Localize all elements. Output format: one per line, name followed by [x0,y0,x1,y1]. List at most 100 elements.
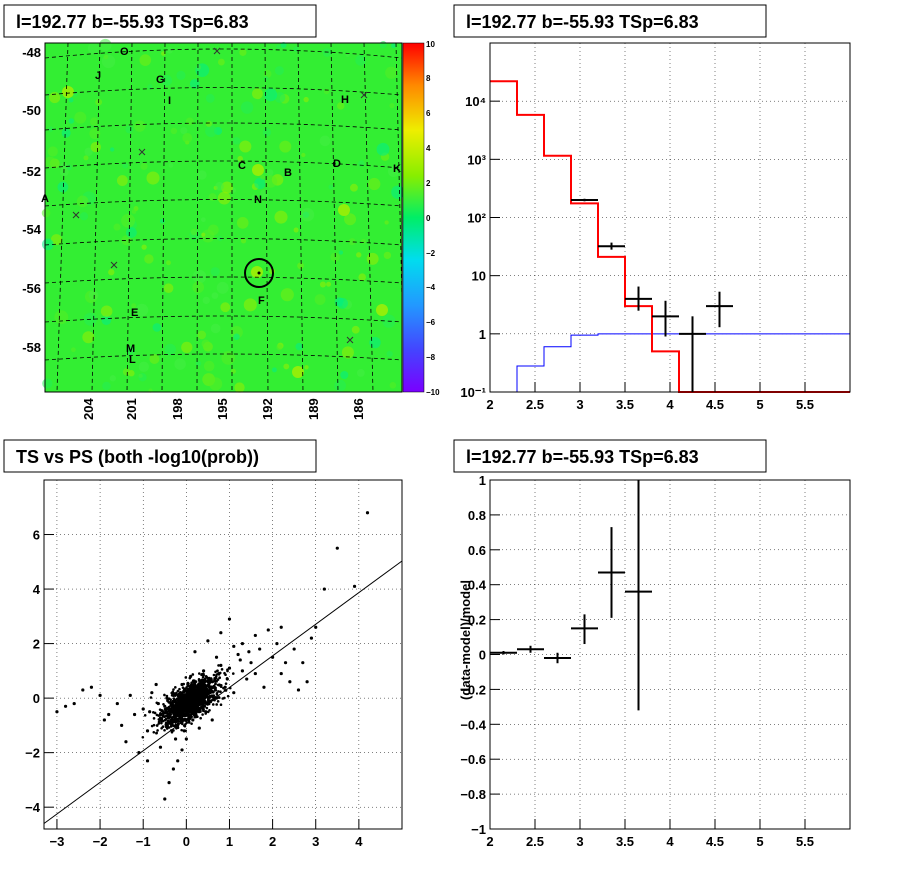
spectrum-data-point [598,242,625,250]
scatter-point [166,725,169,728]
scatter-point [172,724,176,728]
scatter-point [98,693,102,697]
skymap-texture-spot [166,260,171,266]
source-label-m: M [126,343,135,355]
scatter-point [192,685,195,689]
scatter-point [176,709,180,712]
scatter-point [115,701,119,706]
spectrum-ytick: 10⁴ [465,94,486,109]
source-label-c: C [238,160,246,172]
skymap-texture-spot [195,360,202,367]
scatter-ytick: −4 [25,800,41,815]
skymap-texture-spot [262,128,272,137]
scatter-point [175,717,179,721]
scatter-point [178,710,182,714]
scatter-point [184,737,188,741]
scatter-point [156,729,159,732]
skymap-grid [44,42,403,393]
scatter-point [169,724,173,728]
skymap-texture-spot [100,305,113,317]
skymap-texture-spot [341,346,354,359]
scatter-point [201,713,204,716]
skymap-texture-spot [144,254,154,264]
scatter-point [163,704,167,708]
scatter-point [160,727,163,730]
scatter-point [172,697,176,700]
spectrum-xtick: 4.5 [706,397,724,412]
skymap-texture-spot [131,209,137,214]
skymap-texture-spot [254,177,266,190]
scatter-point [208,681,212,685]
skymap-texture-spot [368,177,381,191]
residual-ytick: 0.4 [468,578,487,593]
skymap-texture-spot [49,92,61,104]
skymap-hot-spot [252,164,264,176]
skymap-texture-spot [139,54,152,66]
scatter-point [178,687,181,691]
skymap-texture-spot [168,163,174,168]
residual-ytick: −0.2 [460,682,486,697]
scatter-point [283,661,288,665]
colorbar-tick: 10 [426,40,435,49]
scatter-point [365,511,370,515]
scatter-point [193,681,196,685]
scatter-point [217,696,221,699]
scatter-point [128,693,132,697]
scatter-point [55,710,59,714]
spectrum-xtick: 5.5 [796,397,814,412]
skymap-cross-marks [72,47,368,344]
skymap-x-axis: 204 201 198 195 192 189 186 [81,398,366,420]
source-label-i: I [168,95,171,107]
scatter-point [249,661,253,665]
skymap-texture-spot [389,382,397,389]
scatter-point [157,718,161,721]
colorbar-tick: −2 [426,249,436,258]
skymap-texture-spot [109,375,117,382]
scatter-point [232,644,236,648]
skymap-texture-spot [159,218,165,224]
scatter-point [200,672,204,676]
residual-ytick: 0.6 [468,543,486,558]
scatter-point [212,673,216,677]
skymap-xtick: 198 [170,398,185,420]
skymap-texture-spot [280,288,294,302]
skymap-texture-spot [149,353,160,364]
skymap-hot-spot [338,204,350,216]
skymap-texture-spot [330,252,340,262]
scatter-point [335,546,339,550]
scatter-grid [44,480,402,829]
scatter-point [170,730,174,734]
skymap-texture-spot [276,44,281,49]
skymap-texture-spot [42,378,53,389]
scatter-point [210,680,214,684]
scatter-point [202,707,205,711]
skymap-texture-spot [283,363,290,370]
scatter-point [171,693,175,697]
skymap-texture-spot [209,377,223,391]
skymap-texture-spot [387,165,400,178]
scatter-point [208,688,212,692]
scatter-point [203,686,207,690]
scatter-point [186,718,190,721]
scatter-point [167,781,171,785]
colorbar-ticks: 10 8 6 4 2 0 −2 −4 −6 −8 −10 [426,40,440,397]
scatter-xtick: −1 [136,834,151,849]
skymap-texture-spot [192,281,205,294]
skymap-texture-spot [358,273,366,281]
scatter-point [153,711,157,715]
scatter-point [247,650,251,654]
scatter-point [179,702,183,706]
skymap-texture-spot [239,140,252,153]
skymap-texture-spot [251,194,257,200]
scatter-xtick: 2 [269,834,276,849]
colorbar-tick: −10 [426,388,440,397]
scatter-xtick: −3 [50,834,65,849]
scatter-point [198,703,201,706]
skymap-texture-spot [83,155,89,161]
skymap-texture-spot [197,330,207,340]
scatter-point [190,687,194,691]
skymap-xtick: 201 [124,398,139,420]
skymap-background [45,43,402,392]
scatter-point [161,714,165,718]
